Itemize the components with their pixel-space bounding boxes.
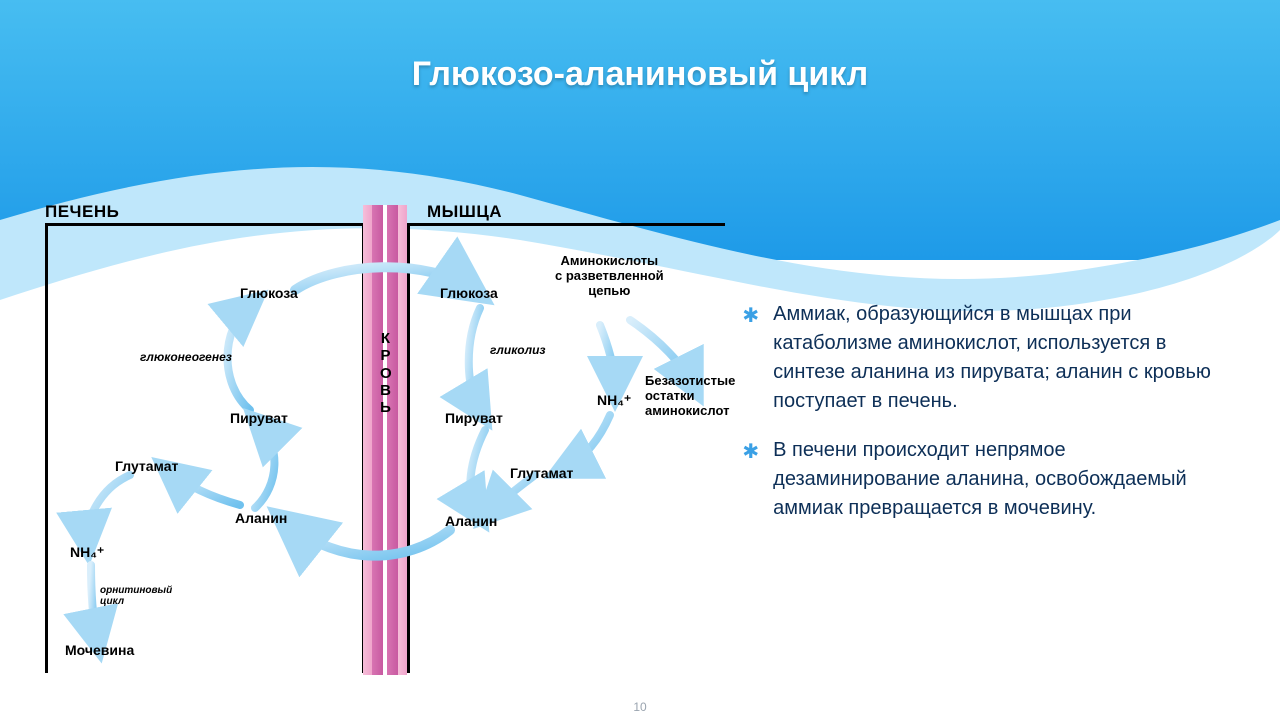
liver-pyruvate: Пируват — [230, 410, 288, 426]
liver-nh4: NH₄⁺ — [70, 544, 104, 561]
liver-glucose: Глюкоза — [240, 285, 298, 301]
muscle-glycolysis: гликолиз — [490, 343, 546, 357]
muscle-nh4: NH₄⁺ — [597, 392, 631, 409]
muscle-alanine: Аланин — [445, 513, 497, 529]
liver-alanine: Аланин — [235, 510, 287, 526]
text-panel: ✱ Аммиак, образующийся в мышцах при ката… — [742, 260, 1280, 720]
slide-title: Глюкозо-аланиновый цикл — [0, 55, 1280, 94]
diagram-panel: ПЕЧЕНЬ МЫШЦА КРОВЬ — [0, 260, 742, 720]
title-text: Глюкозо-аланиновый цикл — [0, 55, 1280, 94]
muscle-glutamate: Глутамат — [510, 465, 573, 481]
bullet-1: ✱ Аммиак, образующийся в мышцах при ката… — [742, 300, 1230, 416]
bullet-2: ✱ В печени происходит непрямое дезаминир… — [742, 436, 1230, 523]
bullet-star-icon: ✱ — [742, 302, 759, 331]
muscle-pyruvate: Пируват — [445, 410, 503, 426]
liver-ornithine: орнитиновый цикл — [100, 585, 172, 607]
muscle-glucose: Глюкоза — [440, 285, 498, 301]
zone-liver: ПЕЧЕНЬ — [45, 202, 119, 222]
muscle-aa: Аминокислоты с разветвленной цепью — [555, 253, 664, 298]
zone-muscle: МЫШЦА — [427, 202, 502, 222]
liver-urea: Мочевина — [65, 642, 134, 658]
bullet-star-icon: ✱ — [742, 438, 759, 467]
liver-glutamate: Глутамат — [115, 458, 178, 474]
bullet-1-text: Аммиак, образующийся в мышцах при катабо… — [773, 300, 1230, 416]
liver-gluconeo: глюконеогенез — [140, 350, 232, 364]
muscle-residues: Безазотистые остатки аминокислот — [645, 373, 735, 418]
bullet-2-text: В печени происходит непрямое дезаминиров… — [773, 436, 1230, 523]
